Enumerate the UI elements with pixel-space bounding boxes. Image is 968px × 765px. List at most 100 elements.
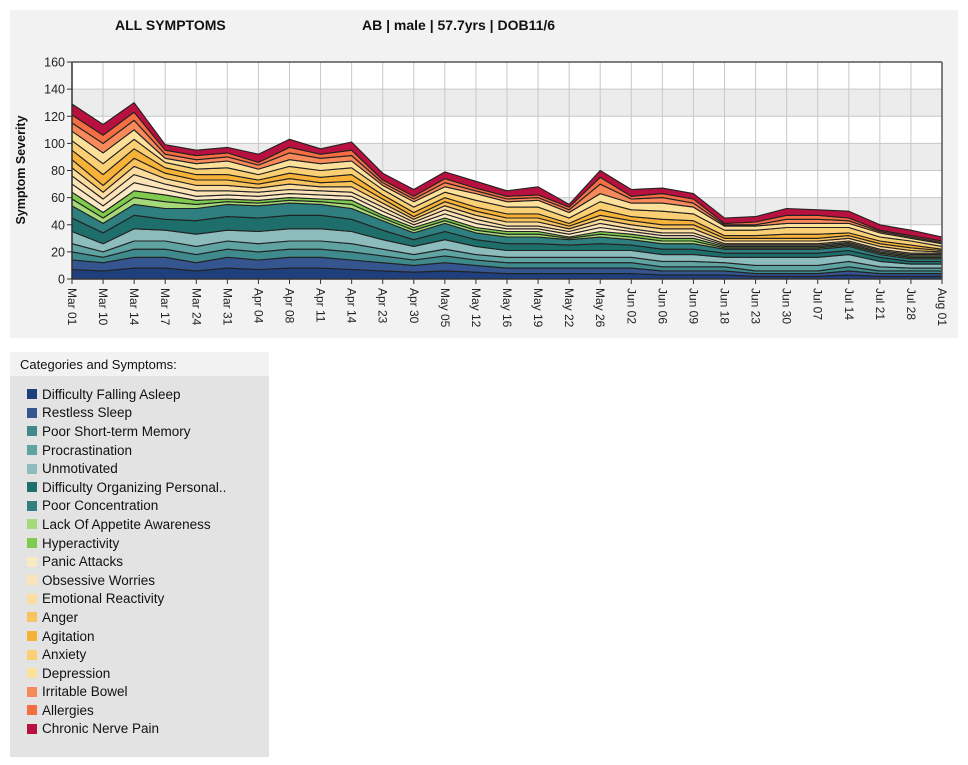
- y-tick-label: 160: [44, 56, 65, 70]
- legend-swatch: [27, 593, 37, 604]
- x-tick-label: Mar 31: [220, 288, 234, 326]
- legend-item-difficulty-organizing-personal[interactable]: Difficulty Organizing Personal..: [27, 478, 226, 497]
- legend-swatch: [27, 705, 37, 716]
- legend-item-emotional-reactivity[interactable]: Emotional Reactivity: [27, 590, 226, 609]
- x-tick-label: May 19: [531, 288, 545, 328]
- legend-label: Difficulty Organizing Personal..: [42, 479, 227, 495]
- y-tick-labels: 0 20 40 60 80 100 120 140 160: [44, 56, 72, 287]
- y-tick-label: 140: [44, 83, 65, 97]
- legend-title: Categories and Symptoms:: [20, 357, 177, 372]
- legend-item-hyperactivity[interactable]: Hyperactivity: [27, 534, 226, 553]
- legend-label: Emotional Reactivity: [42, 591, 165, 607]
- legend-label: Obsessive Worries: [42, 572, 156, 588]
- patient-info: AB | male | 57.7yrs | DOB11/6: [362, 17, 556, 33]
- legend-label: Allergies: [42, 702, 94, 718]
- legend-item-poor-short-term-memory[interactable]: Poor Short-term Memory: [27, 422, 226, 441]
- x-tick-label: May 22: [562, 288, 576, 328]
- x-tick-label: Apr 23: [376, 288, 390, 324]
- y-tick-label: 120: [44, 110, 65, 124]
- legend-item-restless-sleep[interactable]: Restless Sleep: [27, 404, 226, 423]
- legend-header: Categories and Symptoms:: [10, 352, 269, 376]
- legend-swatch: [27, 649, 37, 660]
- y-tick-label: 80: [51, 164, 65, 178]
- legend-swatch: [27, 426, 37, 437]
- legend-label: Agitation: [42, 628, 95, 644]
- chart-title: ALL SYMPTOMS: [115, 17, 226, 33]
- legend-label: Depression: [42, 665, 111, 681]
- legend-label: Lack Of Appetite Awareness: [42, 516, 211, 532]
- legend-swatch: [27, 519, 37, 530]
- x-tick-label: Mar 24: [189, 288, 203, 326]
- legend-label: Unmotivated: [42, 461, 118, 477]
- y-tick-label: 100: [44, 137, 65, 151]
- y-axis-label: Symptom Severity: [14, 115, 28, 224]
- legend-swatch: [27, 575, 37, 586]
- y-tick-label: 20: [51, 245, 65, 259]
- legend-swatch: [27, 668, 37, 679]
- x-tick-label: Jun 30: [780, 288, 794, 324]
- legend-swatch: [27, 686, 37, 697]
- x-tick-label: Apr 30: [407, 288, 421, 324]
- x-tick-label: Apr 14: [345, 288, 359, 324]
- legend-item-panic-attacks[interactable]: Panic Attacks: [27, 552, 226, 571]
- x-tick-label: May 05: [438, 288, 452, 328]
- x-tick-label: May 16: [500, 288, 514, 328]
- legend-label: Difficulty Falling Asleep: [42, 386, 181, 402]
- legend-swatch: [27, 538, 37, 549]
- legend-label: Poor Short-term Memory: [42, 423, 191, 439]
- legend-label: Anger: [42, 609, 79, 625]
- legend-label: Panic Attacks: [42, 554, 124, 570]
- x-tick-label: Apr 08: [283, 288, 297, 324]
- legend-item-allergies[interactable]: Allergies: [27, 701, 226, 720]
- x-tick-label: Apr 11: [314, 288, 328, 323]
- x-tick-label: Jun 06: [655, 288, 669, 324]
- legend-item-depression[interactable]: Depression: [27, 664, 226, 683]
- x-tick-label: May 12: [469, 288, 483, 328]
- legend-item-anger[interactable]: Anger: [27, 608, 226, 627]
- legend-label: Poor Concentration: [42, 498, 159, 514]
- legend-label: Irritable Bowel: [42, 684, 128, 700]
- x-tick-label: Mar 17: [158, 288, 172, 326]
- legend-swatch: [27, 389, 37, 400]
- legend-item-lack-of-appetite-awareness[interactable]: Lack Of Appetite Awareness: [27, 515, 226, 534]
- legend-swatch: [27, 463, 37, 474]
- x-tick-labels: Mar 01 Mar 10 Mar 14 Mar 17 Mar 24 Mar 31 Apr …: [65, 279, 949, 328]
- legend-swatch: [27, 556, 37, 567]
- x-tick-label: Jun 18: [718, 288, 732, 324]
- legend-item-obsessive-worries[interactable]: Obsessive Worries: [27, 571, 226, 590]
- stacked-area-chart: 0 20 40 60 80 100 120 140 160 Mar 01 Mar 10 Mar 14…: [14, 56, 949, 328]
- legend-item-chronic-nerve-pain[interactable]: Chronic Nerve Pain: [27, 720, 226, 739]
- x-tick-label: Jul 21: [873, 288, 887, 320]
- x-tick-label: Jul 07: [811, 288, 825, 320]
- x-tick-label: Apr 04: [251, 288, 265, 324]
- y-tick-label: 40: [51, 218, 65, 232]
- legend-list: Difficulty Falling Asleep Restless Sleep P…: [27, 385, 226, 738]
- legend-label: Chronic Nerve Pain: [42, 721, 160, 737]
- legend-swatch: [27, 407, 37, 418]
- x-tick-label: Jul 14: [842, 288, 856, 320]
- legend-swatch: [27, 500, 37, 511]
- legend-item-agitation[interactable]: Agitation: [27, 627, 226, 646]
- area-layers: [71, 102, 943, 280]
- legend-item-procrastination[interactable]: Procrastination: [27, 441, 226, 460]
- x-tick-label: Mar 14: [127, 288, 141, 326]
- legend-item-anxiety[interactable]: Anxiety: [27, 645, 226, 664]
- x-tick-label: Jun 23: [749, 288, 763, 324]
- legend-item-irritable-bowel[interactable]: Irritable Bowel: [27, 683, 226, 702]
- legend-item-unmotivated[interactable]: Unmotivated: [27, 459, 226, 478]
- y-tick-label: 60: [51, 191, 65, 205]
- legend-swatch: [27, 631, 37, 642]
- x-tick-label: Mar 10: [96, 288, 110, 326]
- x-tick-label: Jun 09: [686, 288, 700, 324]
- x-tick-label: Jul 28: [904, 288, 918, 320]
- legend-label: Restless Sleep: [42, 405, 133, 421]
- legend-swatch: [27, 482, 37, 493]
- x-tick-label: Mar 01: [65, 288, 79, 326]
- legend-label: Anxiety: [42, 647, 87, 663]
- legend-item-poor-concentration[interactable]: Poor Concentration: [27, 497, 226, 516]
- legend-panel: Categories and Symptoms: Difficulty Fall…: [10, 352, 269, 757]
- legend-swatch: [27, 612, 37, 623]
- legend-swatch: [27, 723, 37, 734]
- legend-swatch: [27, 445, 37, 456]
- legend-item-difficulty-falling-asleep[interactable]: Difficulty Falling Asleep: [27, 385, 226, 404]
